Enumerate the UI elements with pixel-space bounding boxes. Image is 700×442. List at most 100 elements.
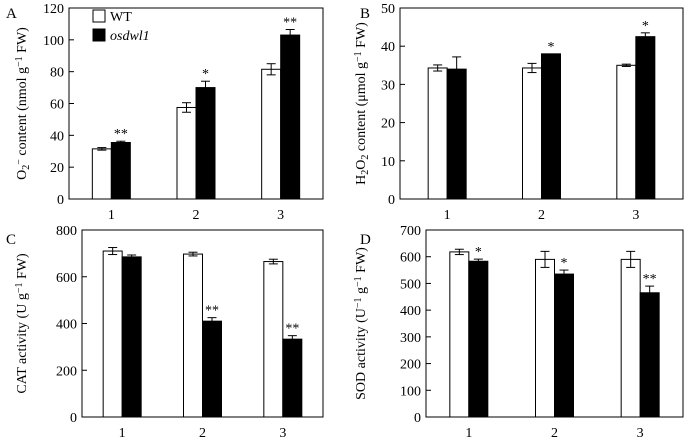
x-tick-label: 2	[538, 208, 545, 223]
y-axis-label-part: SOD activity (U	[354, 308, 369, 400]
legend-swatch	[92, 9, 106, 23]
y-axis-label-part: −1	[353, 276, 364, 287]
bar-osdwl1	[202, 320, 222, 418]
y-tick-label: 20	[50, 161, 64, 176]
bar-osdwl1	[195, 87, 216, 200]
bar-wt	[616, 64, 637, 200]
significance-mark: *	[561, 256, 568, 271]
x-tick-label: 2	[551, 426, 558, 441]
y-tick-label: 40	[50, 129, 64, 144]
y-tick-label: 200	[400, 358, 421, 373]
y-tick-label: 500	[400, 277, 421, 292]
bar-wt	[620, 258, 641, 418]
y-axis-label-part: −1	[353, 51, 364, 62]
bar-osdwl1	[541, 53, 561, 200]
panel-letter: D	[360, 232, 371, 248]
y-axis-label-part: content (nmol g	[15, 67, 30, 159]
significance-mark: *	[202, 67, 209, 82]
significance-mark: *	[548, 40, 555, 55]
y-tick-label: 600	[400, 251, 421, 266]
y-axis-label: H2O2 content (μmol g−1 FW)	[353, 22, 371, 185]
legend-label: WT	[110, 10, 132, 25]
significance-mark: *	[475, 245, 482, 260]
bar-wt	[263, 261, 284, 418]
y-axis-label: SOD activity (U−1 g−1 FW)	[353, 247, 369, 400]
y-axis-label-part: g	[354, 287, 369, 298]
y-tick-label: 40	[381, 40, 395, 55]
y-axis-label-part: 2	[21, 165, 32, 170]
y-axis-label-part: FW)	[354, 22, 369, 52]
y-axis-label-part: −1	[14, 56, 25, 67]
bar-osdwl1	[468, 260, 489, 418]
y-axis-label-part: 2	[360, 170, 371, 175]
y-tick-label: 700	[400, 224, 421, 239]
bar-osdwl1	[554, 273, 574, 418]
y-tick-label: 0	[70, 411, 77, 426]
y-tick-label: 100	[400, 384, 421, 399]
chart-panel-c: C 0 200 400 600 800 1 2 3 CAT activity (U g−1 FW)…	[6, 224, 324, 441]
y-tick-label: 300	[400, 331, 421, 346]
y-tick-label: 60	[50, 98, 64, 113]
x-tick-label: 1	[465, 426, 472, 441]
significance-mark: **	[283, 15, 297, 30]
y-axis-label-part: −1	[353, 297, 364, 308]
x-tick-label: 3	[279, 426, 286, 441]
significance-mark: **	[285, 322, 299, 337]
y-axis-label-part: O	[354, 160, 369, 170]
panel-letter: A	[6, 6, 17, 22]
y-tick-label: 400	[400, 304, 421, 319]
y-axis-label-part: FW)	[354, 247, 369, 277]
x-tick-label: 2	[199, 426, 206, 441]
y-axis-label-part: CAT activity (U g	[15, 293, 30, 393]
x-tick-label: 1	[444, 208, 451, 223]
y-axis-label-part: H	[354, 175, 369, 185]
x-tick-label: 3	[632, 208, 639, 223]
bar-wt	[535, 258, 555, 418]
x-tick-label: 1	[119, 426, 126, 441]
bar-wt	[522, 67, 542, 200]
y-tick-label: 20	[381, 117, 395, 132]
significance-mark: *	[642, 19, 649, 34]
y-tick-label: 50	[381, 2, 395, 17]
legend: WT osdwl1	[92, 9, 150, 44]
y-tick-label: 0	[414, 411, 421, 426]
bar-wt	[102, 250, 123, 418]
panel-letter: B	[360, 6, 370, 22]
y-axis-label: O2− content (nmol g−1 FW)	[14, 27, 32, 180]
y-axis-label-part: −1	[14, 283, 25, 294]
y-axis-label-part: O	[15, 170, 30, 180]
y-tick-label: 400	[56, 318, 77, 333]
y-tick-label: 0	[388, 193, 395, 208]
y-axis-label-part: −	[14, 159, 25, 165]
legend-label: osdwl1	[110, 29, 150, 44]
bar-osdwl1	[282, 338, 303, 418]
bar-osdwl1	[110, 141, 131, 200]
bar-wt	[449, 251, 470, 418]
y-axis-label-part: FW)	[15, 253, 30, 283]
chart-panel-d: D 0 100 200 300 400 500 600 700 1 2 3 SOD activity (…	[353, 224, 684, 441]
y-tick-label: 120	[43, 2, 64, 17]
bar-wt	[183, 253, 203, 418]
y-tick-label: 80	[50, 66, 64, 81]
x-tick-label: 3	[277, 208, 284, 223]
y-axis-label-part: FW)	[15, 27, 30, 57]
bar-osdwl1	[635, 36, 656, 200]
x-tick-label: 1	[108, 208, 115, 223]
y-tick-label: 100	[43, 34, 64, 49]
y-tick-label: 30	[381, 78, 395, 93]
y-tick-label: 10	[381, 155, 395, 170]
y-axis-label-part: 2	[360, 155, 371, 160]
bar-wt	[91, 148, 112, 200]
y-tick-label: 600	[56, 271, 77, 286]
significance-mark: **	[114, 127, 128, 142]
y-tick-label: 200	[56, 364, 77, 379]
y-axis-label: CAT activity (U g−1 FW)	[14, 253, 30, 394]
y-axis-label-part: content (μmol g	[354, 62, 369, 155]
bar-wt	[427, 67, 448, 200]
bar-osdwl1	[639, 292, 660, 418]
bar-osdwl1	[121, 256, 142, 418]
y-tick-label: 800	[56, 224, 77, 239]
